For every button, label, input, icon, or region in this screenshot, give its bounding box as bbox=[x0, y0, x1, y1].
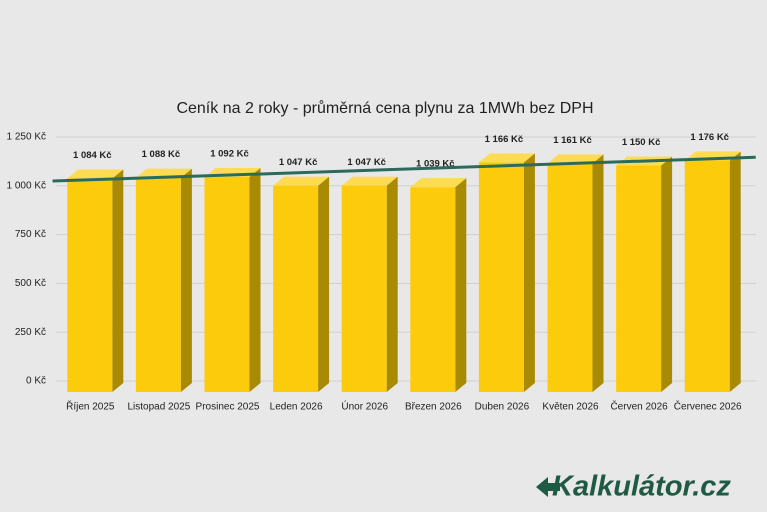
bar bbox=[341, 185, 387, 392]
x-tick-label: Červen 2026 bbox=[610, 400, 668, 413]
x-tick-label: Duben 2026 bbox=[475, 402, 530, 413]
bar bbox=[616, 165, 662, 392]
x-tick-label: Červenec 2026 bbox=[674, 400, 742, 413]
bar-side bbox=[386, 176, 398, 392]
value-label: 1 039 Kč bbox=[416, 159, 455, 170]
bar bbox=[478, 162, 524, 392]
value-label: 1 088 Kč bbox=[142, 149, 181, 160]
bar bbox=[547, 163, 593, 392]
bar-side bbox=[592, 154, 604, 392]
value-label: 1 161 Kč bbox=[553, 135, 592, 146]
value-label: 1 084 Kč bbox=[73, 150, 112, 161]
bar-side bbox=[729, 151, 741, 392]
value-label: 1 092 Kč bbox=[210, 148, 249, 159]
bar bbox=[684, 160, 730, 392]
brand-text: Kalkulátor.cz bbox=[552, 471, 731, 503]
bar-top bbox=[341, 176, 398, 186]
bar-top bbox=[273, 176, 330, 186]
value-label: 1 150 Kč bbox=[622, 137, 661, 148]
y-tick-label: 0 Kč bbox=[26, 376, 46, 387]
x-tick-label: Únor 2026 bbox=[341, 400, 388, 413]
bar-top bbox=[547, 154, 604, 164]
y-tick-label: 500 Kč bbox=[15, 278, 46, 289]
value-label: 1 047 Kč bbox=[279, 157, 318, 168]
y-tick-label: 1 000 Kč bbox=[7, 180, 46, 191]
x-tick-label: Květen 2026 bbox=[542, 402, 599, 413]
x-tick-label: Listopad 2025 bbox=[127, 402, 190, 413]
bar bbox=[67, 178, 113, 392]
y-tick-label: 250 Kč bbox=[15, 327, 46, 338]
value-label: 1 166 Kč bbox=[485, 134, 524, 145]
x-tick-label: Leden 2026 bbox=[270, 402, 323, 413]
brand-arrow bbox=[536, 477, 560, 497]
bar-top bbox=[67, 169, 124, 179]
brand-logo: Kalkulátor.cz bbox=[536, 471, 731, 503]
value-label: 1 176 Kč bbox=[690, 132, 729, 143]
bar-side bbox=[455, 178, 467, 392]
chart-title: Ceník na 2 roky - průměrná cena plynu za… bbox=[176, 99, 593, 117]
trendline bbox=[52, 155, 756, 183]
y-tick-label: 1 250 Kč bbox=[7, 132, 46, 143]
bar-side bbox=[661, 156, 673, 392]
x-tick-label: Březen 2026 bbox=[405, 402, 462, 413]
value-label: 1 047 Kč bbox=[347, 157, 386, 168]
bar bbox=[204, 176, 250, 392]
bar-side bbox=[523, 153, 535, 392]
bar-side bbox=[318, 176, 330, 392]
bar bbox=[135, 177, 181, 392]
bar bbox=[410, 187, 456, 392]
bar-side bbox=[112, 169, 124, 392]
x-tick-label: Prosinec 2025 bbox=[196, 402, 260, 413]
bar-top bbox=[478, 153, 535, 163]
bar-top bbox=[410, 178, 467, 188]
bar bbox=[273, 185, 319, 392]
y-tick-label: 750 Kč bbox=[15, 229, 46, 240]
bar-side bbox=[180, 168, 192, 392]
x-tick-label: Říjen 2025 bbox=[66, 400, 115, 413]
bar-side bbox=[249, 167, 261, 392]
